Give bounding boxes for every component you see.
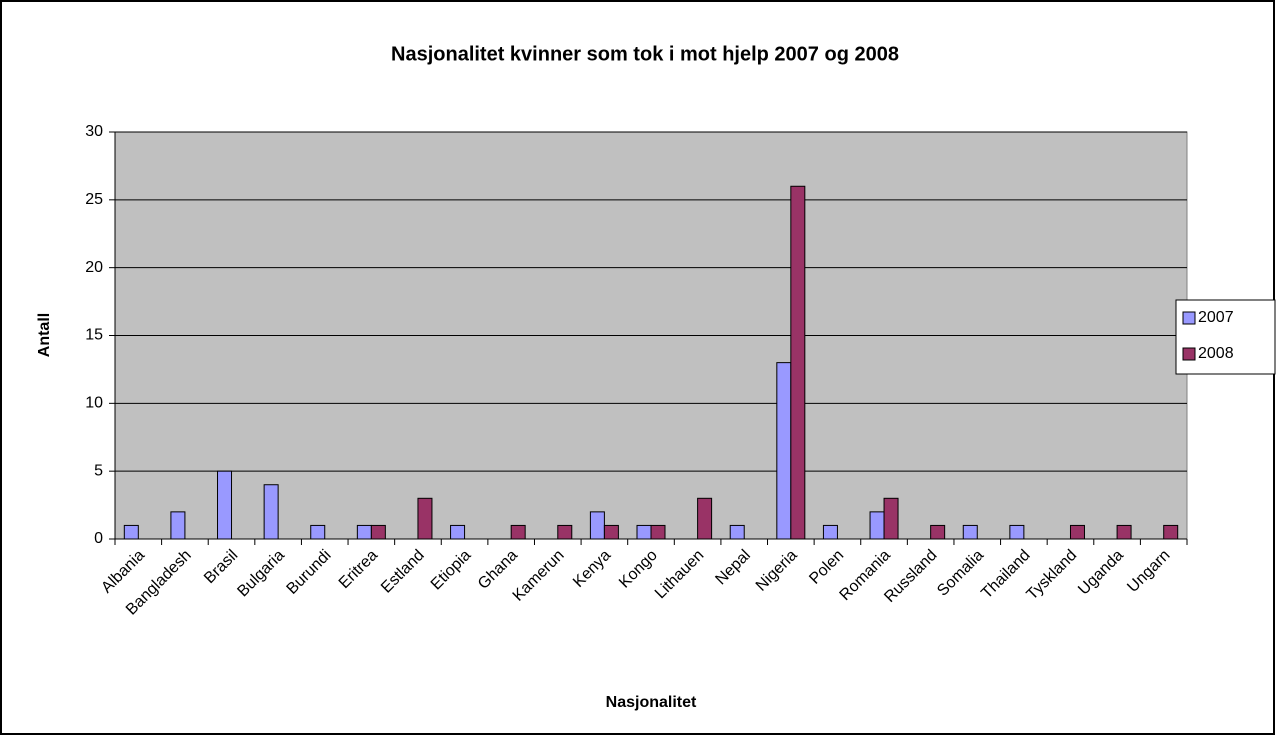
y-tick-label: 20 [85,259,103,276]
bar [883,497,899,540]
bar [603,524,619,540]
y-tick-label: 30 [85,123,103,140]
bar [450,524,466,540]
bar [510,524,526,540]
chart-title: Nasjonalitet kvinner som tok i mot hjelp… [391,43,899,65]
bar [636,524,652,540]
bar [310,524,326,540]
bar [790,185,806,540]
bar [263,484,279,540]
bar [697,497,713,540]
bar [217,470,233,540]
bar [356,524,372,540]
bar [1069,524,1085,540]
y-axis-title: Antall [36,313,53,357]
bar [370,524,386,540]
legend-swatch [1182,311,1196,325]
bar [729,524,745,540]
bar [557,524,573,540]
y-tick-label: 25 [85,191,103,208]
y-tick-label: 0 [94,530,103,547]
bar [869,511,885,540]
y-tick-label: 15 [85,327,103,344]
bar [123,524,139,540]
bar [650,524,666,540]
bar [417,497,433,540]
bar [589,511,605,540]
bar [1116,524,1132,540]
bar [1009,524,1025,540]
bar [776,362,792,540]
y-tick-label: 10 [85,395,103,412]
bar [962,524,978,540]
bar [930,524,946,540]
x-axis-title: Nasjonalitet [606,694,697,711]
y-tick-label: 5 [94,462,103,479]
legend-label: 2007 [1198,309,1234,326]
legend-swatch [1182,347,1196,361]
bar [822,524,838,540]
bar [1163,524,1179,540]
legend-label: 2008 [1198,345,1234,362]
bar [170,511,186,540]
